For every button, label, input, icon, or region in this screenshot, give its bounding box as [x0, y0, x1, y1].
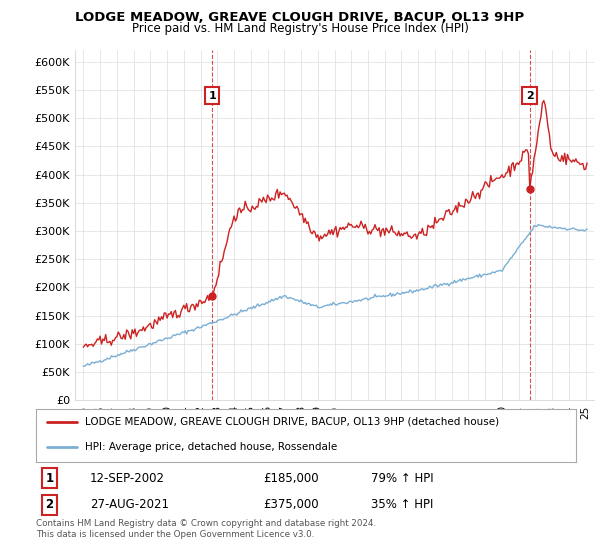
Text: LODGE MEADOW, GREAVE CLOUGH DRIVE, BACUP, OL13 9HP (detached house): LODGE MEADOW, GREAVE CLOUGH DRIVE, BACUP… — [85, 417, 499, 427]
Text: 2: 2 — [46, 498, 53, 511]
Text: 12-SEP-2002: 12-SEP-2002 — [90, 472, 165, 485]
Text: Price paid vs. HM Land Registry's House Price Index (HPI): Price paid vs. HM Land Registry's House … — [131, 22, 469, 35]
Text: 2: 2 — [526, 91, 533, 101]
Text: 79% ↑ HPI: 79% ↑ HPI — [371, 472, 433, 485]
Text: £375,000: £375,000 — [263, 498, 319, 511]
Text: 1: 1 — [208, 91, 216, 101]
Text: 27-AUG-2021: 27-AUG-2021 — [90, 498, 169, 511]
Text: HPI: Average price, detached house, Rossendale: HPI: Average price, detached house, Ross… — [85, 442, 337, 452]
Text: 1: 1 — [46, 472, 53, 485]
Text: Contains HM Land Registry data © Crown copyright and database right 2024.
This d: Contains HM Land Registry data © Crown c… — [36, 520, 376, 539]
Text: 35% ↑ HPI: 35% ↑ HPI — [371, 498, 433, 511]
Text: LODGE MEADOW, GREAVE CLOUGH DRIVE, BACUP, OL13 9HP: LODGE MEADOW, GREAVE CLOUGH DRIVE, BACUP… — [76, 11, 524, 24]
Text: £185,000: £185,000 — [263, 472, 319, 485]
